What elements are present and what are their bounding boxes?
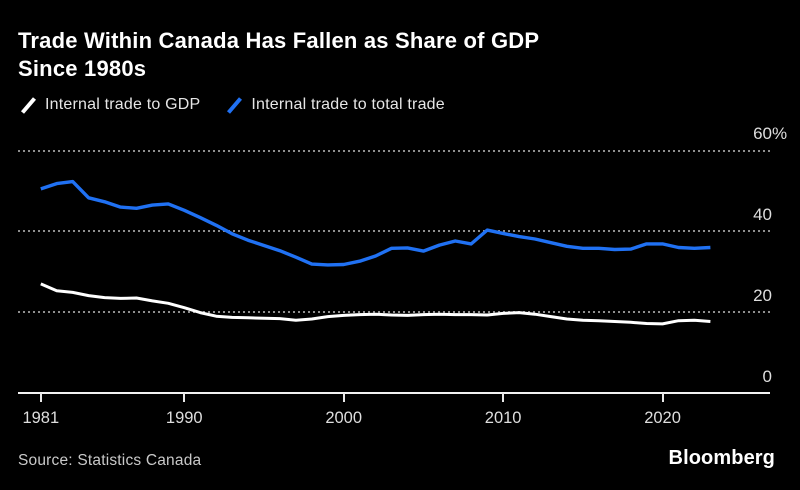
y-axis-label-60: 60% bbox=[753, 124, 788, 143]
gridline-0 bbox=[18, 392, 770, 394]
chart-title: Trade Within Canada Has Fallen as Share … bbox=[18, 27, 539, 83]
series-line-internal-trade-to-gdp bbox=[40, 282, 711, 326]
x-axis-label-2010: 2010 bbox=[484, 409, 522, 427]
x-tick-2020 bbox=[661, 393, 664, 402]
bloomberg-logo: Bloomberg bbox=[668, 447, 775, 469]
legend-item-internal-trade-to-gdp: Internal trade to GDP bbox=[20, 96, 200, 114]
y-axis-unit: % bbox=[772, 124, 788, 143]
chart-title-line-2: Since 1980s bbox=[18, 56, 147, 81]
x-tick-1990 bbox=[183, 393, 186, 402]
legend-item-internal-trade-to-total-trade: Internal trade to total trade bbox=[226, 96, 445, 114]
chart-legend: Internal trade to GDP Internal trade to … bbox=[20, 96, 445, 114]
legend-label-internal-trade-to-gdp: Internal trade to GDP bbox=[45, 96, 201, 113]
y-axis-label-0: 0 bbox=[762, 366, 772, 386]
source-label: Source: Statistics Canada bbox=[18, 452, 202, 469]
x-axis-label-1981: 1981 bbox=[22, 409, 60, 427]
gridline-40 bbox=[18, 230, 770, 233]
x-tick-2010 bbox=[502, 393, 505, 402]
x-axis-label-1990: 1990 bbox=[165, 409, 203, 427]
chart-title-line-1: Trade Within Canada Has Fallen as Share … bbox=[18, 28, 540, 53]
y-axis-label-40: 40 bbox=[753, 204, 772, 224]
gridline-60 bbox=[18, 149, 770, 152]
legend-label-internal-trade-to-total-trade: Internal trade to total trade bbox=[251, 96, 445, 113]
x-tick-1981 bbox=[39, 393, 42, 402]
y-axis-label-20: 20 bbox=[753, 285, 772, 305]
x-axis-label-2020: 2020 bbox=[644, 409, 681, 427]
x-axis-label-2000: 2000 bbox=[325, 409, 363, 427]
x-tick-2000 bbox=[342, 393, 345, 402]
blue-slash-icon bbox=[227, 96, 243, 114]
gridline-20 bbox=[18, 311, 770, 314]
white-slash-icon bbox=[20, 96, 37, 114]
series-line-internal-trade-to-total-trade bbox=[40, 179, 711, 267]
